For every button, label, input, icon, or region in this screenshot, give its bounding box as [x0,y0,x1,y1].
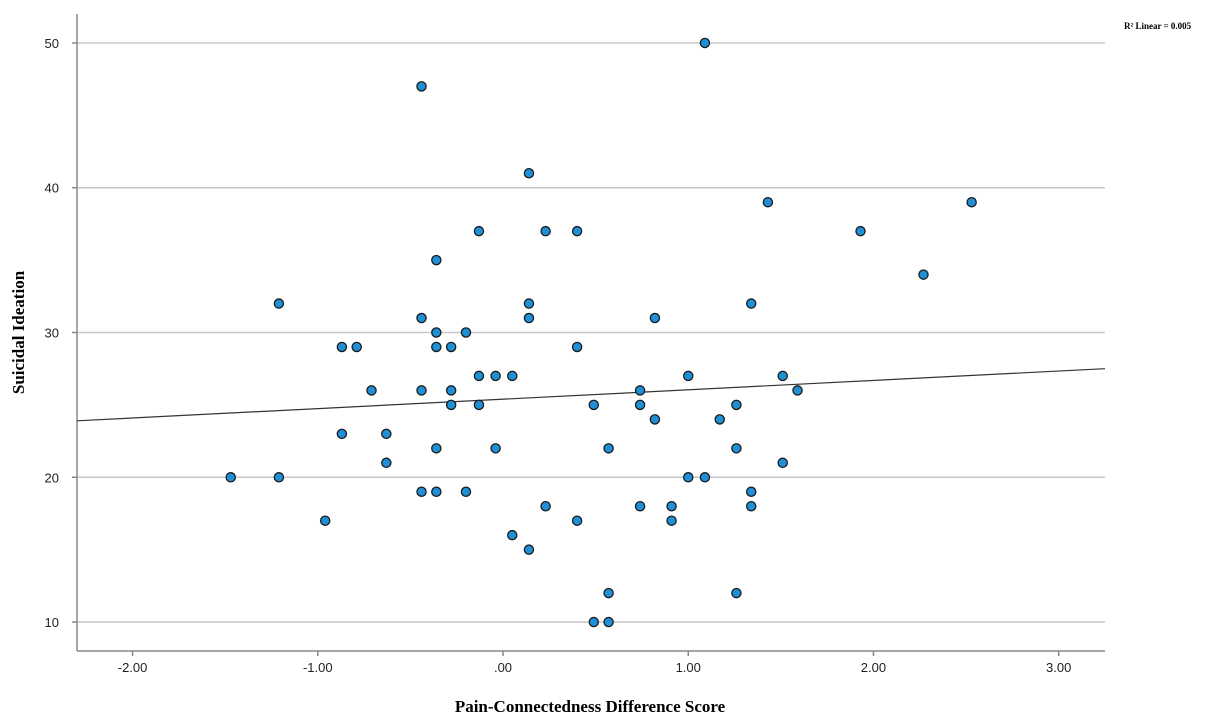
data-point-57 [540,500,551,512]
data-point-16 [649,312,661,324]
data-point-20 [351,341,362,353]
data-point-22 [445,341,457,353]
data-point-3 [762,196,774,208]
data-point-10 [918,269,929,280]
data-point-5 [473,225,485,237]
y-tick-label-50: 50 [45,36,59,51]
data-point-49 [225,472,236,483]
data-point-17 [431,327,442,338]
data-point-42 [381,428,392,440]
data-point-39 [649,414,661,425]
x-tick-labels: -2.00 -1.00 .00 1.00 2.00 3.00 [118,651,1071,675]
data-point-45 [603,443,614,454]
y-tick-label-10: 10 [45,615,59,630]
data-point-62 [571,515,583,526]
data-point-36 [588,399,600,411]
data-point-26 [507,370,518,382]
data-point-55 [460,486,472,497]
data-point-67 [731,587,742,599]
data-point-27 [682,370,694,382]
grid-lines [77,42,1105,623]
data-point-24 [473,370,485,382]
data-point-48 [777,457,788,469]
data-point-32 [634,385,646,396]
data-point-52 [699,472,711,483]
data-point-59 [666,500,677,512]
data-point-8 [855,225,866,237]
data-point-47 [381,457,392,469]
data-point-53 [416,486,427,497]
data-point-21 [431,341,442,353]
x-tick-label-0: .00 [494,660,512,675]
y-tick-label-30: 30 [45,326,59,341]
data-point-43 [431,443,442,454]
data-point-0 [699,37,711,49]
data-point-9 [431,254,442,266]
linear-fit-line [76,368,1106,422]
data-point-63 [666,515,677,526]
data-point-44 [490,443,501,454]
data-point-12 [523,298,535,309]
data-point-33 [792,385,803,396]
data-points [225,37,977,628]
data-point-18 [460,327,472,338]
x-tick-label--2: -2.00 [118,660,148,675]
x-axis-title: Pain-Connectedness Difference Score [455,697,726,716]
data-point-25 [490,370,501,382]
data-point-13 [745,298,757,309]
data-point-19 [336,341,348,353]
data-point-15 [523,312,535,324]
y-axis-title: Suicidal Ideation [9,270,28,394]
data-point-56 [745,486,757,497]
data-point-38 [731,399,742,411]
data-point-68 [588,616,600,628]
data-point-7 [571,225,583,237]
r2-linear-label: R² Linear = 0.005 [1124,21,1192,31]
x-tick-label-3: 3.00 [1046,660,1071,675]
data-point-50 [273,472,285,483]
data-point-2 [523,167,535,179]
data-point-23 [571,341,583,353]
data-point-51 [682,472,694,483]
x-tick-label-1: 1.00 [676,660,701,675]
data-point-28 [777,370,788,382]
data-point-58 [634,500,646,512]
data-point-14 [416,312,427,324]
data-point-4 [966,196,977,208]
data-point-34 [445,399,457,411]
data-point-61 [319,515,331,526]
data-point-46 [731,443,742,454]
y-tick-label-20: 20 [45,470,59,485]
fit-line-group [76,368,1106,422]
data-point-31 [445,385,457,396]
data-point-29 [366,385,377,396]
data-point-66 [603,587,614,599]
data-point-11 [273,298,285,309]
data-point-30 [416,385,427,396]
data-point-41 [336,428,348,440]
data-point-37 [634,399,646,411]
data-point-60 [745,500,757,512]
x-tick-label-2: 2.00 [861,660,886,675]
data-point-69 [603,616,614,628]
data-point-54 [431,486,442,497]
y-tick-labels: 10 20 30 40 50 [45,36,77,630]
data-point-35 [473,399,485,411]
data-point-40 [714,414,725,425]
x-tick-label--1: -1.00 [303,660,333,675]
data-point-65 [523,544,535,555]
data-point-1 [416,81,427,92]
y-tick-label-40: 40 [45,181,59,196]
data-point-64 [507,529,518,541]
data-point-6 [540,225,551,237]
